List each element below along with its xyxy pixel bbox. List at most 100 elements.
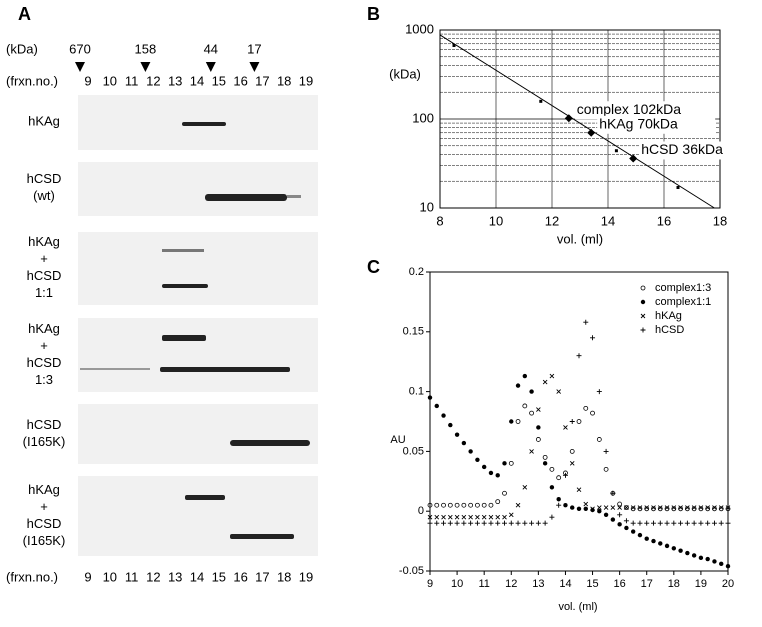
x-tick-label: 18	[713, 213, 727, 228]
marker	[461, 514, 467, 520]
marker	[562, 472, 568, 478]
fraction: 15	[212, 73, 226, 88]
lane-label: hCSD	[27, 171, 62, 186]
marker	[556, 389, 562, 394]
marker	[644, 520, 650, 526]
marker	[705, 505, 711, 510]
marker	[434, 520, 440, 526]
band	[287, 195, 301, 198]
x-tick-label: 12	[545, 213, 559, 228]
marker	[502, 520, 507, 526]
x-tick-label: 17	[641, 578, 653, 590]
standard-point	[676, 185, 680, 189]
marker	[441, 520, 447, 526]
y-tick-label: 10	[420, 199, 434, 214]
fraction: 14	[190, 73, 204, 88]
lane-label: hCSD	[27, 516, 62, 531]
marker	[522, 484, 528, 490]
marker	[475, 457, 480, 462]
marker	[556, 502, 562, 508]
marker	[651, 506, 656, 512]
marker	[447, 502, 453, 508]
size-marker: 44	[204, 41, 218, 56]
marker	[637, 532, 643, 538]
marker	[563, 425, 568, 430]
panel-label: B	[367, 4, 380, 24]
fraction: 9	[84, 73, 91, 88]
marker	[448, 422, 453, 428]
marker	[678, 520, 684, 526]
marker	[678, 505, 683, 510]
legend-label: complex1:1	[655, 296, 711, 308]
gel	[78, 476, 318, 556]
marker	[664, 543, 670, 549]
marker	[685, 505, 690, 510]
marker	[671, 546, 677, 551]
marker	[542, 461, 548, 466]
marker	[630, 529, 636, 534]
marker	[468, 514, 473, 520]
marker	[603, 512, 609, 517]
marker-arrow	[75, 62, 85, 72]
panel-label: C	[367, 257, 380, 277]
band	[160, 367, 290, 372]
x-tick-label: 15	[586, 578, 598, 590]
marker	[712, 505, 717, 510]
fraction-label: (frxn.no.)	[6, 73, 58, 88]
marker	[434, 403, 439, 409]
marker	[590, 410, 595, 416]
y-tick-label: 0.2	[409, 266, 424, 278]
x-tick-label: 13	[532, 578, 544, 590]
marker	[691, 553, 697, 558]
marker	[576, 487, 582, 492]
fraction: 12	[146, 569, 160, 584]
sample-point	[629, 154, 638, 163]
fraction: 9	[84, 569, 91, 584]
marker	[481, 464, 487, 470]
marker	[441, 514, 446, 520]
marker	[725, 505, 731, 510]
marker	[529, 410, 534, 416]
fraction: 13	[168, 73, 182, 88]
band	[182, 122, 226, 126]
marker	[488, 502, 494, 508]
marker	[542, 454, 548, 460]
band	[205, 194, 287, 201]
gel	[78, 232, 318, 305]
marker	[576, 353, 582, 359]
marker	[610, 505, 616, 510]
marker	[495, 473, 500, 478]
standard-point	[539, 99, 543, 103]
marker	[691, 506, 697, 512]
size-marker: 670	[69, 41, 91, 56]
marker	[502, 461, 507, 466]
standard-point	[452, 43, 456, 47]
marker	[441, 502, 446, 508]
marker	[671, 520, 677, 526]
marker	[718, 505, 724, 510]
marker	[624, 505, 629, 510]
marker	[590, 507, 595, 513]
marker	[454, 520, 460, 526]
marker-arrow	[140, 62, 151, 72]
marker	[495, 520, 501, 526]
marker	[719, 561, 724, 567]
marker	[617, 522, 622, 527]
lane-label: +	[40, 338, 48, 353]
marker	[495, 514, 501, 520]
marker	[454, 514, 460, 520]
marker	[596, 437, 602, 442]
lane-label: hKAg	[28, 482, 60, 497]
marker	[427, 502, 433, 508]
size-marker: 158	[135, 41, 157, 56]
plot-frame	[429, 271, 729, 572]
marker	[583, 405, 589, 411]
marker	[434, 502, 440, 508]
marker	[685, 550, 690, 556]
marker	[671, 505, 677, 510]
lane-label: hCSD	[27, 268, 62, 283]
x-tick-label: 16	[614, 578, 626, 590]
marker	[718, 506, 724, 512]
marker	[698, 505, 704, 510]
marker	[590, 335, 596, 341]
